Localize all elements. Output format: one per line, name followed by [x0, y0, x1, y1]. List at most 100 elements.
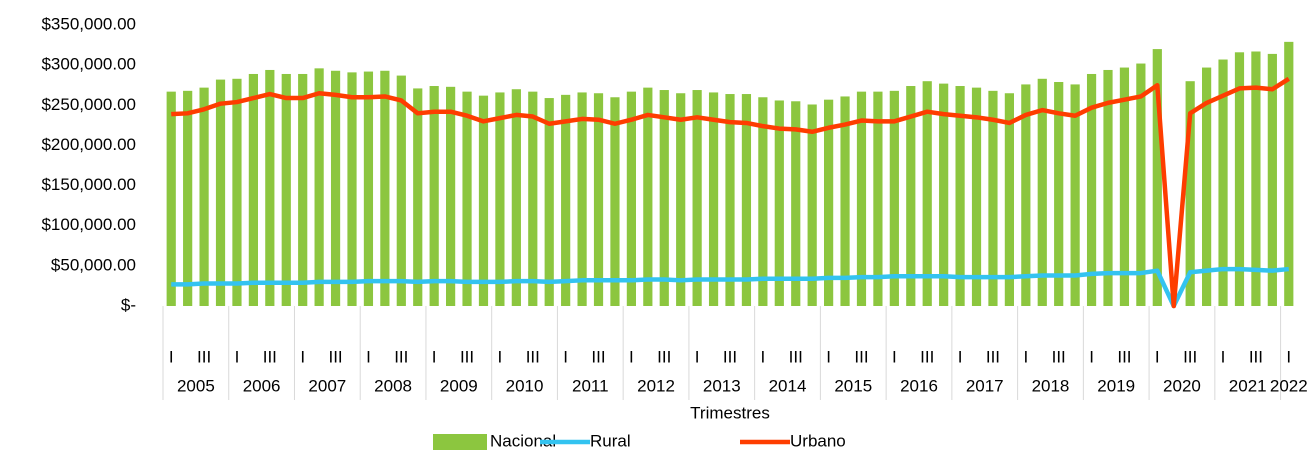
x-tick-label: I	[1155, 347, 1160, 366]
x-tick-label: I	[1221, 347, 1226, 366]
bar	[380, 70, 390, 307]
bar	[610, 97, 620, 306]
x-tick-label: I	[629, 347, 634, 366]
bar	[1267, 53, 1277, 306]
x-tick-label: I	[892, 347, 897, 366]
bar	[1070, 84, 1080, 306]
x-tick-label: I	[1023, 347, 1028, 366]
x-tick-label: I	[432, 347, 437, 366]
bar	[544, 98, 554, 306]
year-label: 2014	[769, 376, 807, 395]
x-tick-label: I	[563, 347, 568, 366]
bar	[396, 75, 406, 306]
year-label: 2021	[1229, 376, 1267, 395]
bar	[906, 86, 916, 306]
legend-label: Urbano	[790, 431, 846, 450]
year-label: 2017	[966, 376, 1004, 395]
legend-label: Nacional	[490, 431, 556, 450]
legend-label: Rural	[590, 431, 631, 450]
x-tick-label: III	[986, 347, 1000, 366]
bar	[248, 73, 258, 306]
bar	[511, 89, 521, 306]
bar	[1136, 63, 1146, 307]
bar	[971, 87, 982, 306]
bar	[676, 93, 686, 306]
bar	[643, 87, 653, 306]
year-label: 2011	[572, 376, 609, 395]
bar	[1103, 69, 1113, 307]
bar	[1234, 52, 1245, 306]
y-tick-label: $100,000.00	[41, 215, 136, 234]
bar	[807, 104, 817, 307]
y-tick-label: $200,000.00	[41, 135, 136, 154]
bar	[1284, 41, 1294, 307]
bar	[824, 99, 834, 306]
bar	[741, 94, 752, 306]
x-tick-label: III	[460, 347, 474, 366]
x-tick-label: III	[657, 347, 671, 366]
year-label: 2005	[177, 376, 215, 395]
x-tick-label: III	[789, 347, 803, 366]
bar	[758, 97, 768, 306]
x-tick-label: I	[169, 347, 174, 366]
x-tick-label: III	[328, 347, 342, 366]
year-label: 2010	[506, 376, 544, 395]
x-tick-label: III	[197, 347, 211, 366]
year-label: 2018	[1032, 376, 1070, 395]
y-tick-label: $150,000.00	[41, 175, 136, 194]
year-label: 2013	[703, 376, 741, 395]
bar	[561, 94, 571, 306]
bar	[462, 91, 472, 306]
bar	[314, 68, 324, 307]
bar	[298, 73, 308, 306]
bar	[1152, 49, 1162, 306]
x-tick-label: I	[958, 347, 963, 366]
bar	[1185, 81, 1195, 306]
y-tick-label: $350,000.00	[41, 14, 136, 33]
x-tick-label: III	[394, 347, 408, 366]
x-tick-label: I	[761, 347, 766, 366]
bar	[1086, 73, 1097, 306]
legend-swatch	[433, 434, 487, 450]
line	[171, 76, 1290, 309]
bar	[939, 83, 949, 306]
bar	[873, 91, 883, 306]
bar	[528, 91, 538, 306]
year-label: 2007	[308, 376, 346, 395]
bar	[166, 91, 176, 306]
bar	[922, 81, 932, 306]
bar	[988, 90, 998, 306]
year-label: 2016	[900, 376, 938, 395]
bar	[774, 100, 784, 307]
bar	[725, 94, 735, 306]
year-label: 2009	[440, 376, 478, 395]
y-tick-label: $50,000.00	[51, 255, 136, 274]
bar	[429, 86, 439, 306]
bar	[1021, 84, 1031, 306]
bar	[856, 91, 867, 306]
x-tick-label: III	[854, 347, 868, 366]
bar	[791, 101, 801, 307]
bar	[347, 72, 357, 307]
x-tick-label: III	[526, 347, 540, 366]
x-tick-label: III	[1183, 347, 1197, 366]
bar	[692, 90, 702, 306]
year-label: 2022	[1270, 376, 1308, 395]
year-label: 2008	[374, 376, 412, 395]
y-tick-label: $250,000.00	[41, 95, 136, 114]
bar	[215, 79, 226, 306]
x-tick-label: III	[263, 347, 277, 366]
x-tick-label: III	[920, 347, 934, 366]
bar	[1054, 82, 1064, 306]
bar	[281, 73, 291, 306]
bar	[626, 91, 636, 306]
x-tick-label: III	[591, 347, 605, 366]
x-tick-label: III	[1249, 347, 1263, 366]
bar	[495, 92, 505, 306]
bar	[955, 86, 965, 306]
year-label: 2006	[243, 376, 281, 395]
bar	[1251, 51, 1261, 306]
bar	[413, 88, 423, 306]
bar	[363, 71, 374, 307]
